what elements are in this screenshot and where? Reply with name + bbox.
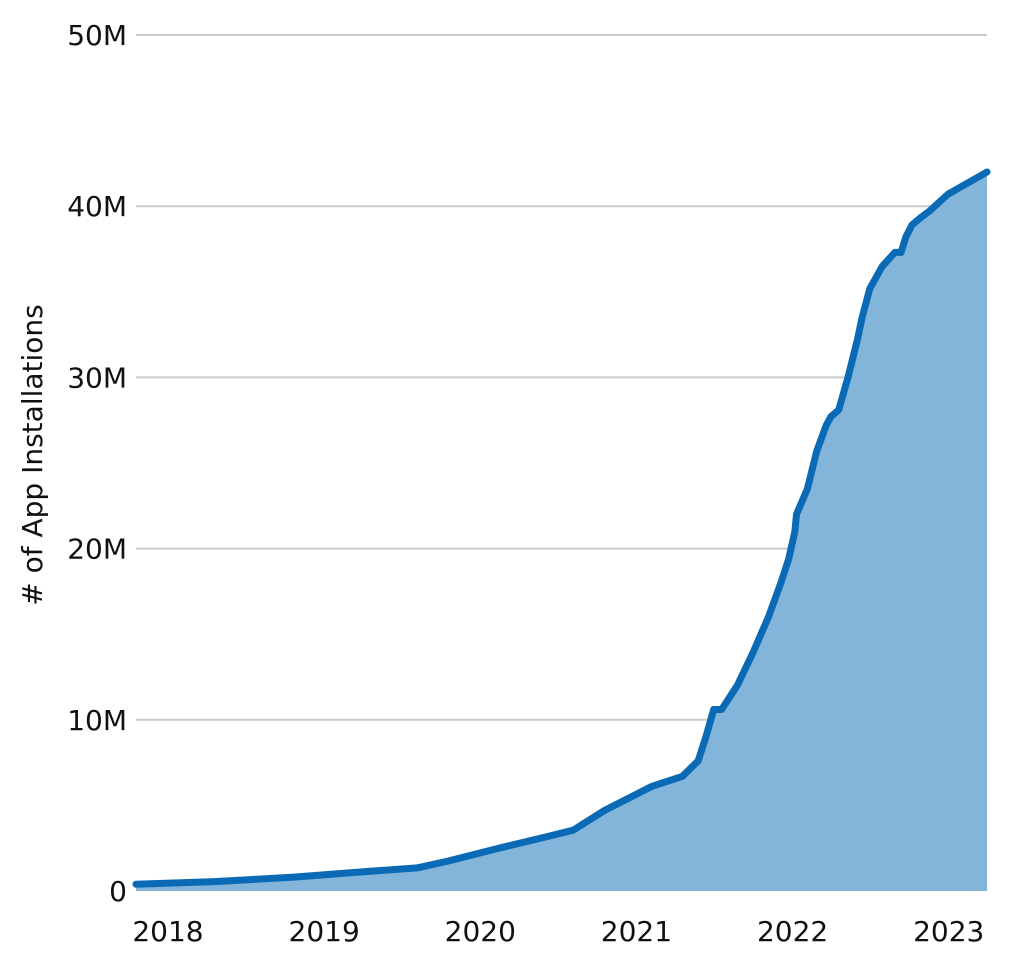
y-tick-label: 0 (109, 875, 127, 908)
y-tick-label: 10M (67, 704, 127, 737)
series-line (132, 168, 991, 888)
y-tick-label: 20M (67, 533, 127, 566)
x-tick-label: 2021 (601, 915, 672, 948)
y-tick-label: 40M (67, 190, 127, 223)
y-axis-tick-labels: 0 10M 20M 30M 40M 50M (67, 19, 127, 908)
y-axis-title: # of App Installations (16, 304, 49, 606)
x-tick-label: 2018 (132, 915, 203, 948)
y-tick-label: 50M (67, 19, 127, 52)
x-tick-label: 2019 (289, 915, 360, 948)
y-tick-label: 30M (67, 361, 127, 394)
area-fill (136, 172, 987, 891)
x-tick-label: 2023 (913, 915, 984, 948)
plot-area (132, 168, 991, 891)
x-axis-tick-labels: 2018 2019 2020 2021 2022 2023 (132, 915, 984, 948)
x-tick-label: 2022 (757, 915, 828, 948)
x-tick-label: 2020 (445, 915, 516, 948)
